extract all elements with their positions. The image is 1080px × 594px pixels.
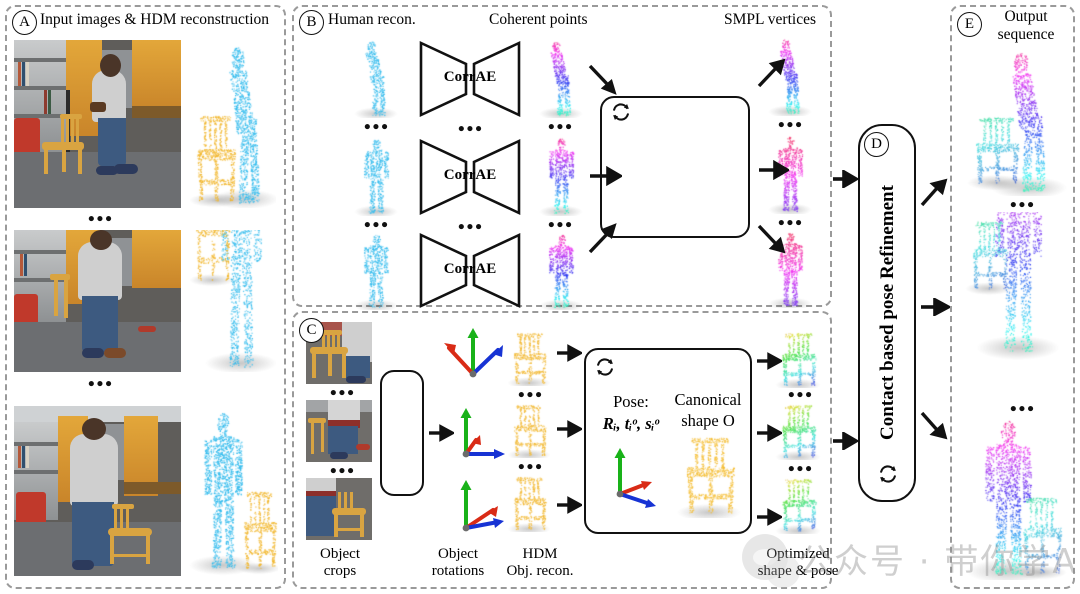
hdm-object-recon-3 — [506, 474, 552, 532]
corrae-network-1: CorrAE — [418, 38, 522, 120]
object-crop-3 — [306, 478, 372, 540]
arrow-from-optimization-c-3 — [756, 508, 782, 531]
arrow-from-optimization-b-1 — [757, 58, 789, 95]
object-crop-ellipsis-1: ••• — [330, 384, 356, 403]
panel-a-title: Input images & HDM reconstruction — [40, 11, 269, 29]
human-recon-cloud-3 — [352, 232, 400, 310]
arrow-from-optimization-c-2 — [756, 424, 782, 447]
caption-object-rotations: Object rotations — [414, 546, 502, 581]
coherent-ellipsis-1: ••• — [548, 118, 574, 137]
input-image-frame-2 — [14, 230, 181, 372]
refresh-cycle-icon-c — [594, 356, 616, 383]
panel-b-badge: B — [299, 10, 324, 35]
optimization-c-pose-params: Rᵢ, tᵢᵒ, sᵢᵒ — [588, 414, 674, 434]
panel-d-label: Contact based pose Refinement — [877, 168, 899, 458]
coherent-points-cloud-1 — [538, 38, 584, 118]
panel-a-badge: A — [12, 10, 37, 35]
panel-b-ellipsis-1: ••• — [364, 118, 390, 137]
corrae-label-1: CorrAE — [418, 69, 522, 86]
panel-a-ellipsis-1: ••• — [88, 210, 114, 229]
panel-b-title-human-recon: Human recon. — [328, 11, 416, 29]
panel-b-ellipsis-2: ••• — [364, 216, 390, 235]
corrae-label-3: CorrAE — [418, 261, 522, 278]
object-rotation-triad-3 — [440, 478, 506, 541]
canonical-shape-cloud — [672, 432, 746, 518]
hdm-object-recon-2 — [506, 402, 552, 458]
corrae-label-2: CorrAE — [418, 167, 522, 184]
arrow-d-to-output-1 — [920, 178, 950, 213]
refresh-cycle-icon-d — [877, 462, 899, 491]
arrow-c-to-d — [832, 432, 858, 455]
coherent-ellipsis-2: ••• — [548, 216, 574, 235]
corrae-network-3: CorrAE — [418, 232, 522, 310]
object-rotation-triad-1 — [440, 326, 506, 389]
watermark-text: 公众号 · 带你学AI — [798, 534, 1080, 583]
arrow-to-optimization-b-2 — [588, 166, 622, 191]
smpl-ellipsis-2: ••• — [778, 214, 804, 233]
smpl-ellipsis-1: ••• — [778, 116, 804, 135]
hdm-reconstruction-3 — [186, 406, 278, 576]
corrae-ellipsis-1: ••• — [458, 120, 484, 139]
arrow-to-optimization-c-2 — [556, 420, 582, 443]
optimization-c-canonical-1: Canonical — [668, 390, 748, 410]
panel-e-ellipsis-2: ••• — [1010, 400, 1036, 419]
caption-hdm-obj-recon: HDM Obj. recon. — [494, 546, 586, 581]
panel-e-ellipsis-1: ••• — [1010, 196, 1036, 215]
arrow-to-optimization-c-1 — [556, 344, 582, 367]
arrow-d-to-output-2 — [920, 298, 950, 321]
panel-b-title-smpl-vertices: SMPL vertices — [724, 11, 816, 29]
panel-e-badge: E — [957, 12, 982, 37]
object-crop-ellipsis-2: ••• — [330, 462, 356, 481]
coherent-points-cloud-3 — [538, 232, 584, 310]
arrow-from-optimization-c-1 — [756, 352, 782, 375]
optimized-ellipsis-1: ••• — [788, 386, 814, 405]
input-image-frame-3 — [14, 406, 181, 576]
human-recon-cloud-1 — [352, 38, 400, 118]
arrow-d-to-output-3 — [920, 410, 950, 445]
arrow-to-optimization-b-1 — [588, 62, 622, 101]
arrow-to-optimization-b-3 — [588, 222, 622, 261]
output-frame-2 — [960, 212, 1070, 360]
canonical-axis-triad — [596, 440, 666, 515]
arrow-b-to-d — [832, 170, 858, 193]
human-recon-cloud-2 — [352, 136, 400, 216]
optimization-c-pose-label: Pose: — [592, 392, 670, 412]
panel-c-badge: C — [299, 318, 324, 343]
arrow-topnet-to-rotations — [428, 424, 454, 447]
hdm-obj-ellipsis-2: ••• — [518, 458, 544, 477]
optimization-c-canonical-2: shape O — [668, 411, 748, 431]
hdm-object-recon-1 — [506, 330, 552, 386]
corrae-ellipsis-2: ••• — [458, 218, 484, 237]
corrae-network-2: CorrAE — [418, 136, 522, 218]
panel-a-ellipsis-2: ••• — [88, 375, 114, 394]
panel-d-badge: D — [864, 132, 889, 157]
hdm-reconstruction-2 — [190, 230, 276, 372]
arrow-from-optimization-b-2 — [757, 160, 789, 185]
caption-object-crops: Object crops — [296, 546, 384, 581]
input-image-frame-1 — [14, 40, 181, 208]
coherent-points-cloud-2 — [538, 136, 584, 216]
hdm-obj-ellipsis-1: ••• — [518, 386, 544, 405]
figure-canvas: A Input images & HDM reconstruction — [0, 0, 1080, 594]
topnet-box — [380, 370, 424, 496]
hdm-reconstruction-1 — [190, 40, 276, 208]
output-frame-1 — [960, 46, 1070, 196]
object-crop-2 — [306, 400, 372, 462]
panel-b-title-coherent-points: Coherent points — [489, 11, 588, 29]
wechat-icon-secondary — [766, 554, 800, 588]
optimized-ellipsis-2: ••• — [788, 460, 814, 479]
arrow-to-optimization-c-3 — [556, 496, 582, 519]
refresh-cycle-icon-b — [610, 101, 632, 128]
panel-e-title: Output sequence — [986, 8, 1066, 44]
